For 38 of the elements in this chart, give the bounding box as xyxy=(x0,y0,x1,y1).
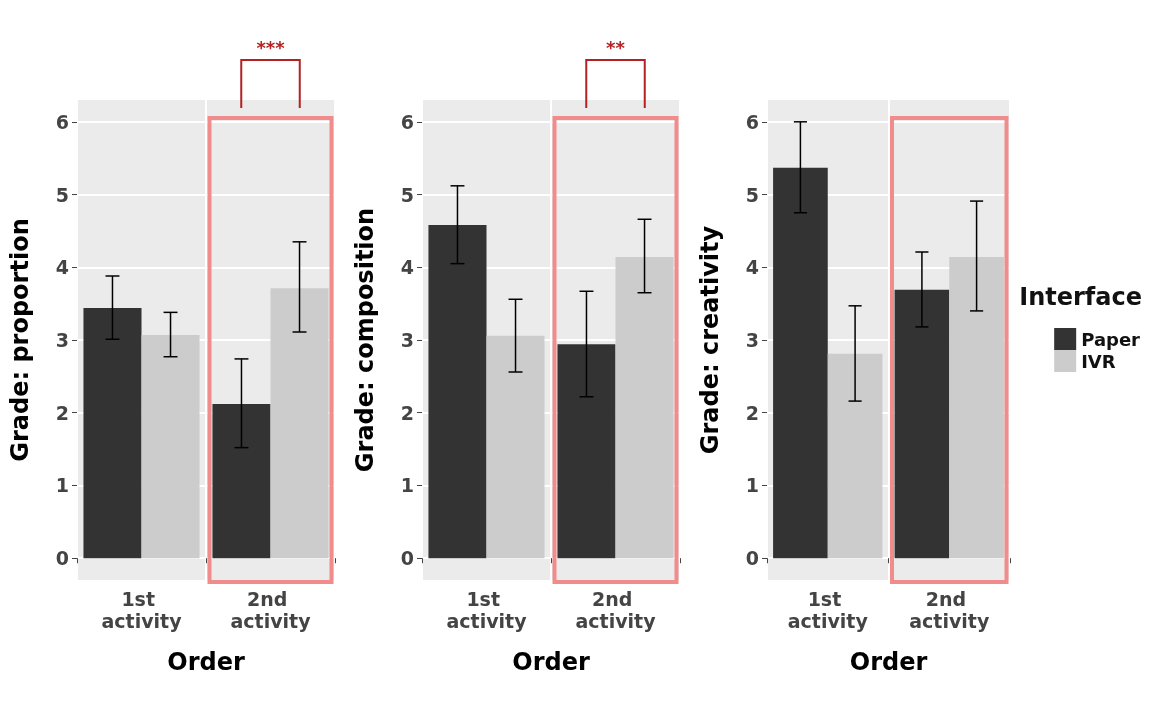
y-tick-label: 4 xyxy=(55,256,69,279)
text: *** xyxy=(256,36,286,58)
y-tick-label: 6 xyxy=(400,110,414,133)
y-tick-label: 1 xyxy=(400,474,414,497)
text: ** xyxy=(606,36,626,58)
y-tick-label: 2 xyxy=(400,401,414,424)
y-axis-title: Grade: creativity xyxy=(696,225,724,455)
y-tick-label: 6 xyxy=(55,110,69,133)
x-axis-title: Order xyxy=(849,648,928,676)
y-tick-label: 3 xyxy=(745,329,759,351)
y-tick-label: 1 xyxy=(55,474,69,497)
x-axis-title: Order xyxy=(167,648,245,676)
x-tick-label: 1st activity xyxy=(787,588,869,632)
y-tick-label: 5 xyxy=(400,183,414,206)
x-tick-label: 1st activity xyxy=(101,588,183,632)
x-tick-label: 2nd activity xyxy=(575,588,657,632)
x-axis-title: Order xyxy=(512,648,590,676)
y-tick-label: 3 xyxy=(55,329,69,351)
y-tick-label: 3 xyxy=(400,329,414,351)
y-tick-label: 4 xyxy=(745,256,759,279)
legend-label: Paper xyxy=(1081,328,1141,350)
y-tick-label: 2 xyxy=(55,401,69,424)
y-axis-title: Grade: composition xyxy=(351,207,379,473)
x-tick-label: 2nd activity xyxy=(909,588,990,632)
x-tick-label: 1st activity xyxy=(446,588,528,632)
y-tick-label: 1 xyxy=(745,474,759,497)
x-tick-label: 2nd activity xyxy=(230,588,312,632)
y-tick-label: 6 xyxy=(745,110,759,133)
y-axis-title: Grade: proportion xyxy=(6,218,34,462)
y-tick-label: 5 xyxy=(745,183,759,206)
y-tick-label: 0 xyxy=(55,547,69,570)
y-tick-label: 5 xyxy=(55,183,69,206)
legend-title: Interface xyxy=(1019,283,1143,311)
y-tick-label: 4 xyxy=(400,256,414,279)
y-tick-label: 0 xyxy=(745,547,759,570)
y-tick-label: 0 xyxy=(400,547,414,570)
y-tick-label: 2 xyxy=(745,401,759,424)
legend-label: IVR xyxy=(1081,350,1116,372)
